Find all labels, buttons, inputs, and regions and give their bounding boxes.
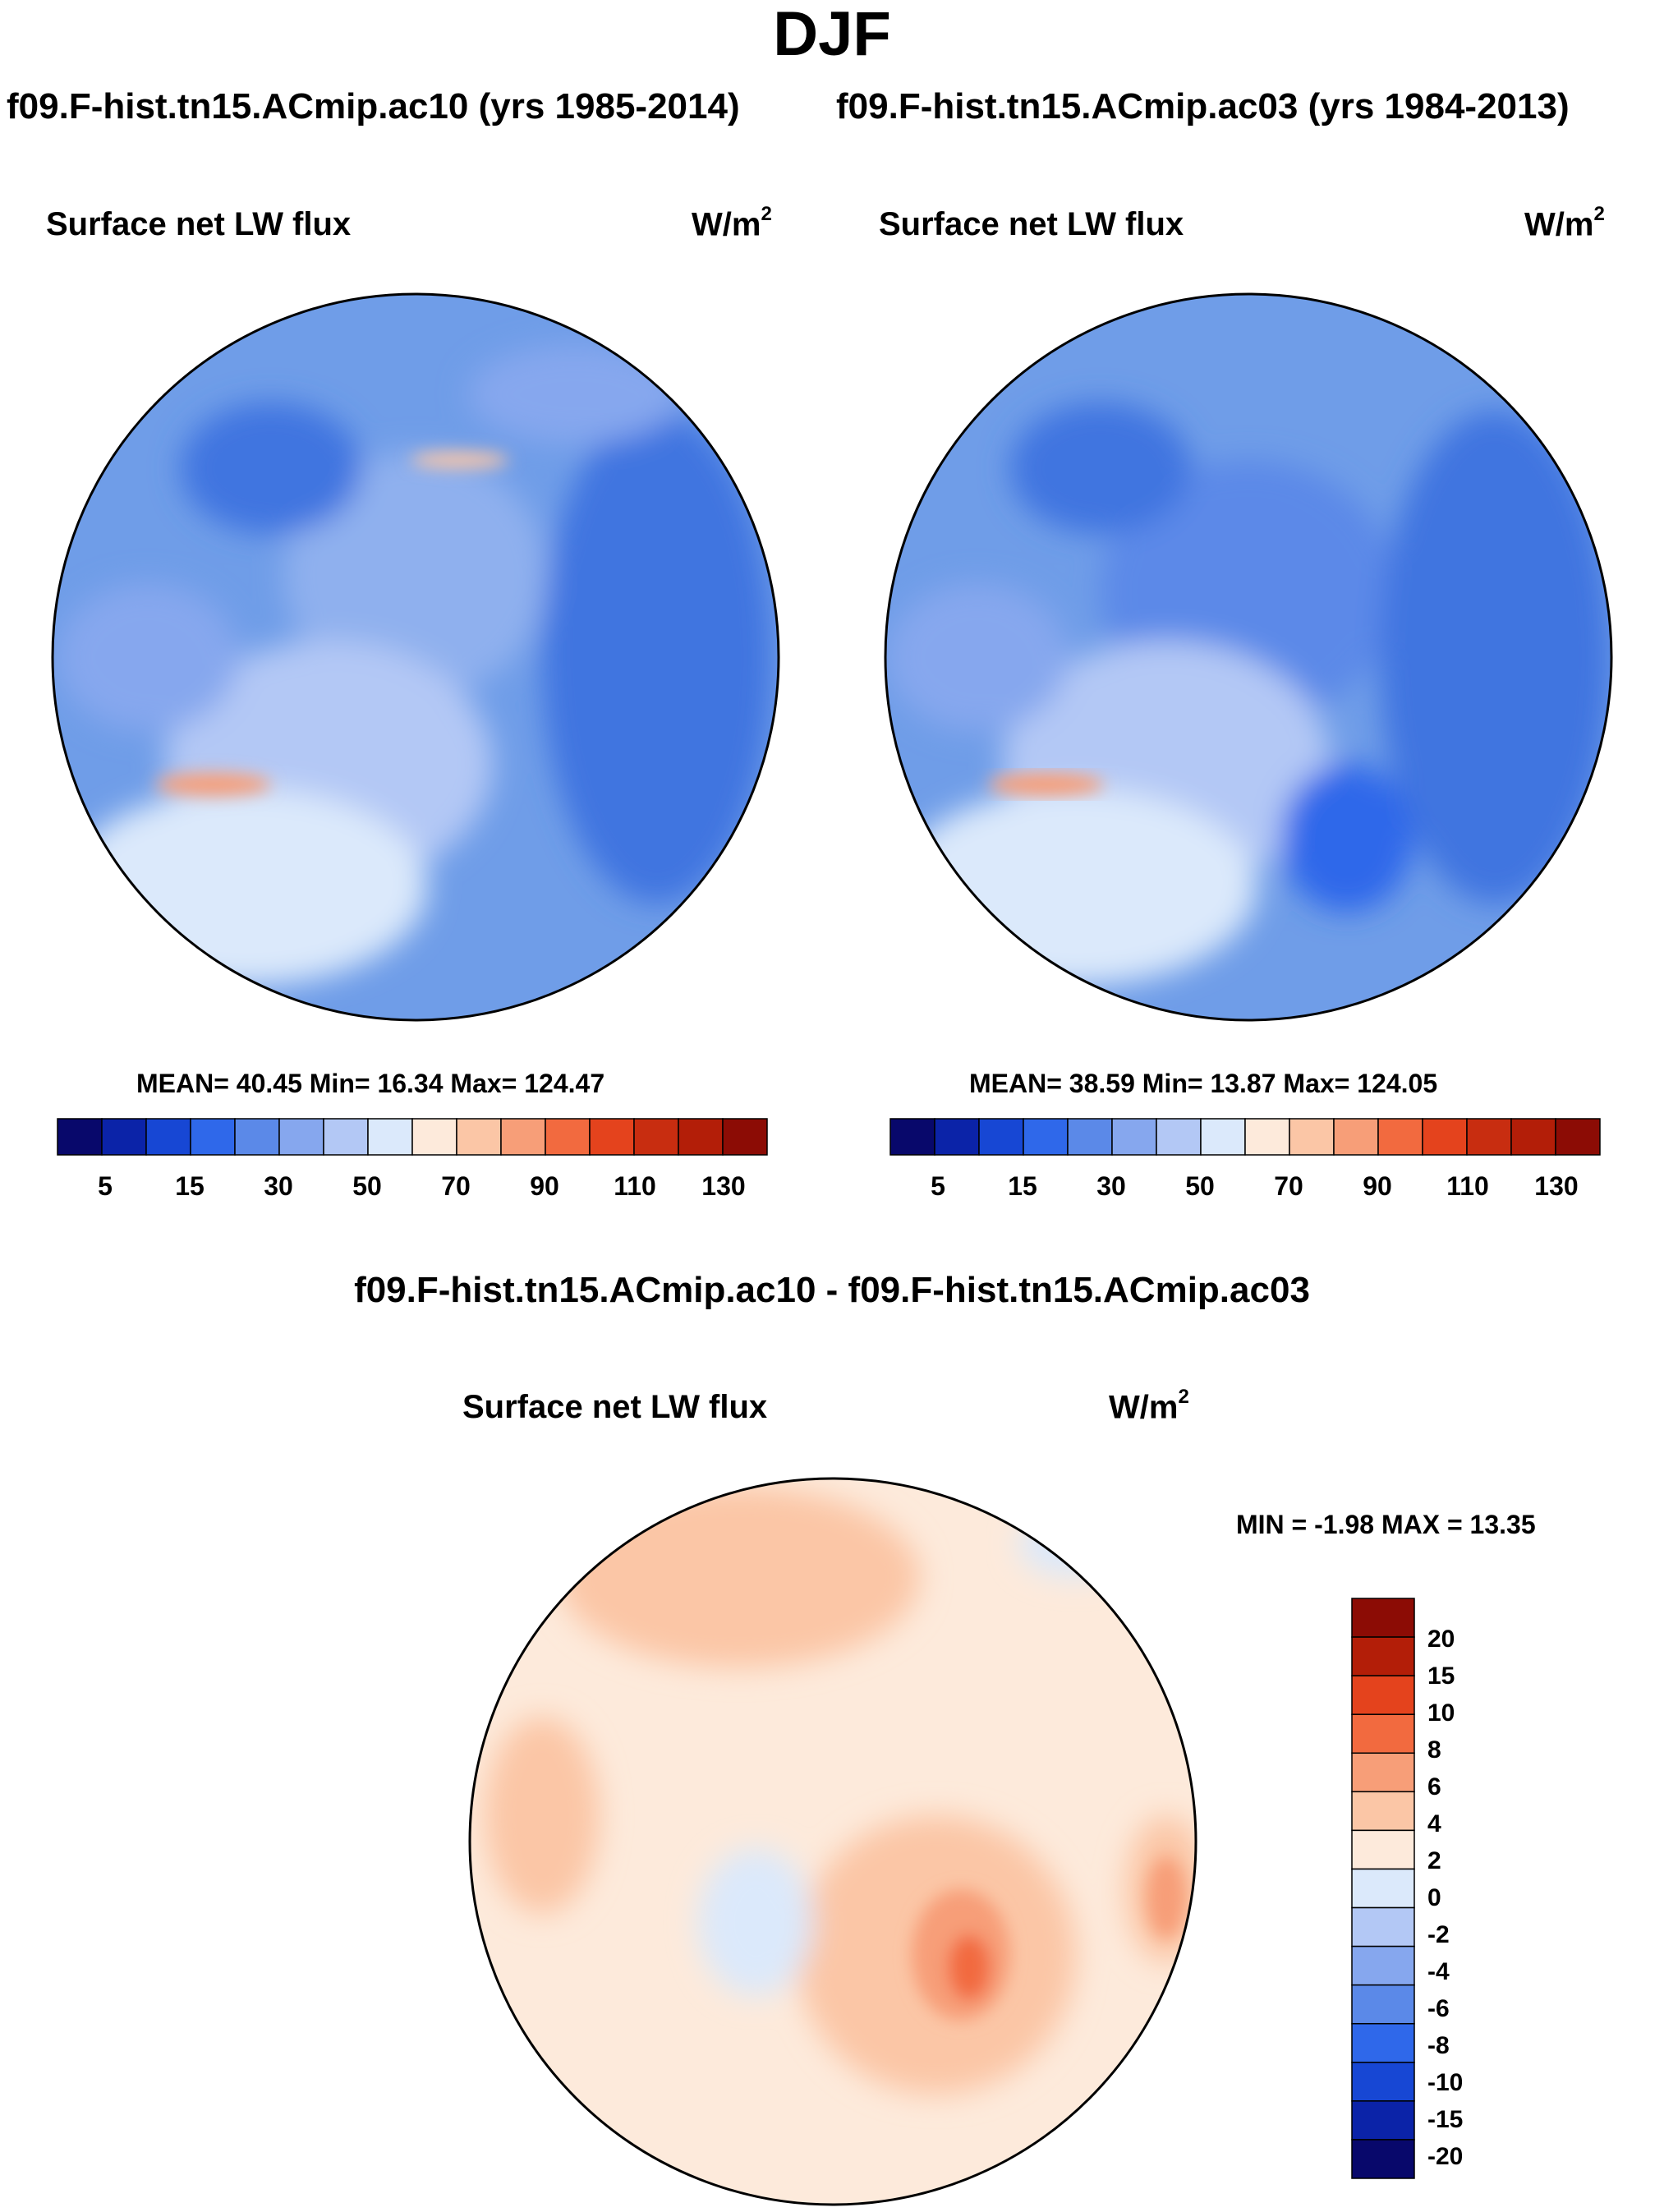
cb1-tick-label: 5 xyxy=(98,1171,113,1201)
cb3-color-bin xyxy=(1351,2100,1415,2141)
cb1-tick-label: 70 xyxy=(441,1171,471,1201)
panel2-units: W/m2 xyxy=(1524,203,1605,243)
cb1-tick-label: 130 xyxy=(701,1171,746,1201)
cb2-color-bin xyxy=(1289,1118,1335,1156)
cb1-color-bin xyxy=(500,1118,546,1156)
cb1-tick-label: 110 xyxy=(614,1171,656,1201)
cb1-color-bin xyxy=(101,1118,147,1156)
cb2-tick-label: 50 xyxy=(1185,1171,1215,1201)
cb2-tick-label: 30 xyxy=(1096,1171,1126,1201)
panel3-units: W/m2 xyxy=(1109,1386,1189,1426)
cb3-tick-label: 0 xyxy=(1427,1884,1441,1911)
panel3-variable-title: Surface net LW flux xyxy=(462,1389,768,1425)
panel2-stats: MEAN= 38.59 Min= 13.87 Max= 124.05 xyxy=(969,1069,1438,1098)
cb2-color-bin xyxy=(1510,1118,1556,1156)
cb3-tick-label: 2 xyxy=(1427,1847,1441,1874)
cb2-color-bin xyxy=(889,1118,935,1156)
cb2-color-bin xyxy=(1023,1118,1069,1156)
cb2-color-bin xyxy=(1244,1118,1290,1156)
cb1-tick-label: 50 xyxy=(352,1171,382,1201)
cb1-tick-label: 30 xyxy=(264,1171,293,1201)
colorbar-panel2 xyxy=(889,1118,1601,1156)
cb1-color-bin xyxy=(456,1118,502,1156)
cb3-tick-label: -4 xyxy=(1427,1958,1450,1985)
panel1-variable-title: Surface net LW flux xyxy=(46,206,352,242)
case-label-left: f09.F-hist.tn15.ACmip.ac10 (yrs 1985-201… xyxy=(7,86,740,126)
cb1-color-bin xyxy=(678,1118,724,1156)
cb2-color-bin xyxy=(1555,1118,1601,1156)
cb3-color-bin xyxy=(1351,1829,1415,1870)
case-label-right: f09.F-hist.tn15.ACmip.ac03 (yrs 1984-201… xyxy=(836,86,1570,126)
cb1-color-bin xyxy=(190,1118,236,1156)
difference-map xyxy=(468,1477,1197,2206)
cb3-tick-label: 10 xyxy=(1427,1699,1455,1727)
cb3-color-bin xyxy=(1351,1752,1415,1793)
cb3-color-bin xyxy=(1351,1791,1415,1832)
cb3-tick-label: 6 xyxy=(1427,1773,1441,1800)
cb1-color-bin xyxy=(234,1118,280,1156)
colorbar-difference xyxy=(1351,1598,1415,2179)
panel2-map xyxy=(884,292,1613,1022)
cb3-tick-label: 15 xyxy=(1427,1662,1455,1690)
cb3-tick-label: 8 xyxy=(1427,1736,1441,1764)
cb1-tick-label: 90 xyxy=(530,1171,559,1201)
cb2-tick-label: 15 xyxy=(1008,1171,1037,1201)
cb1-color-bin xyxy=(589,1118,635,1156)
cb1-color-bin xyxy=(367,1118,413,1156)
cb2-tick-label: 5 xyxy=(931,1171,945,1201)
figure-title: DJF xyxy=(773,0,891,69)
cb2-color-bin xyxy=(1466,1118,1512,1156)
cb3-color-bin xyxy=(1351,1868,1415,1909)
cb3-color-bin xyxy=(1351,2139,1415,2179)
panel1-map xyxy=(51,292,780,1022)
cb2-color-bin xyxy=(1067,1118,1113,1156)
cb3-tick-label: 4 xyxy=(1427,1810,1441,1837)
cb3-tick-label: -15 xyxy=(1427,2106,1464,2133)
cb3-color-bin xyxy=(1351,1945,1415,1986)
cb2-color-bin xyxy=(1111,1118,1157,1156)
cb3-tick-label: -10 xyxy=(1427,2069,1464,2096)
cb3-tick-label: -2 xyxy=(1427,1921,1450,1948)
cb1-color-bin xyxy=(278,1118,324,1156)
cb3-color-bin xyxy=(1351,1906,1415,1948)
cb1-color-bin xyxy=(57,1118,103,1156)
cb3-tick-label: 20 xyxy=(1427,1626,1455,1653)
cb3-color-bin xyxy=(1351,1598,1415,1638)
panel3-min-max: MIN = -1.98 MAX = 13.35 xyxy=(1236,1510,1536,1539)
cb2-color-bin xyxy=(1156,1118,1202,1156)
cb2-color-bin xyxy=(934,1118,980,1156)
cb2-color-bin xyxy=(1333,1118,1379,1156)
cb2-tick-label: 130 xyxy=(1534,1171,1579,1201)
cb1-color-bin xyxy=(323,1118,369,1156)
panel1-units: W/m2 xyxy=(692,203,772,243)
cb2-color-bin xyxy=(1422,1118,1468,1156)
cb3-color-bin xyxy=(1351,1675,1415,1715)
cb2-tick-label: 90 xyxy=(1363,1171,1392,1201)
panel1-stats: MEAN= 40.45 Min= 16.34 Max= 124.47 xyxy=(136,1069,605,1098)
cb1-color-bin xyxy=(722,1118,768,1156)
difference-title: f09.F-hist.tn15.ACmip.ac10 - f09.F-hist.… xyxy=(354,1270,1310,1310)
cb2-color-bin xyxy=(978,1118,1024,1156)
cb2-tick-label: 70 xyxy=(1274,1171,1303,1201)
cb1-color-bin xyxy=(411,1118,457,1156)
cb3-tick-label: -8 xyxy=(1427,2032,1450,2059)
cb1-tick-label: 15 xyxy=(175,1171,205,1201)
cb3-color-bin xyxy=(1351,2062,1415,2102)
cb3-color-bin xyxy=(1351,2022,1415,2063)
cb3-tick-label: -20 xyxy=(1427,2143,1464,2170)
panel2-variable-title: Surface net LW flux xyxy=(879,206,1184,242)
cb3-color-bin xyxy=(1351,1984,1415,2025)
cb2-color-bin xyxy=(1200,1118,1246,1156)
cb2-tick-label: 110 xyxy=(1446,1171,1489,1201)
cb3-color-bin xyxy=(1351,1636,1415,1676)
colorbar-panel1 xyxy=(57,1118,768,1156)
cb1-color-bin xyxy=(633,1118,679,1156)
cb1-color-bin xyxy=(545,1118,591,1156)
cb2-color-bin xyxy=(1377,1118,1423,1156)
cb3-tick-label: -6 xyxy=(1427,1995,1450,2022)
cb1-color-bin xyxy=(145,1118,191,1156)
cb3-color-bin xyxy=(1351,1713,1415,1754)
